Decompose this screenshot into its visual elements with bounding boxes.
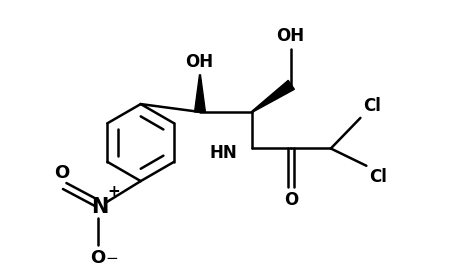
Text: N: N: [91, 197, 109, 217]
Text: O: O: [55, 164, 70, 182]
Polygon shape: [194, 75, 205, 112]
Text: Cl: Cl: [363, 97, 381, 115]
Text: OH: OH: [185, 53, 213, 71]
Text: −: −: [105, 251, 118, 266]
Text: O: O: [90, 249, 105, 267]
Polygon shape: [200, 75, 201, 112]
Polygon shape: [252, 80, 294, 112]
Text: Cl: Cl: [369, 168, 387, 186]
Text: OH: OH: [276, 27, 304, 45]
Text: +: +: [108, 184, 120, 199]
Text: HN: HN: [209, 144, 237, 162]
Text: O: O: [284, 191, 299, 209]
